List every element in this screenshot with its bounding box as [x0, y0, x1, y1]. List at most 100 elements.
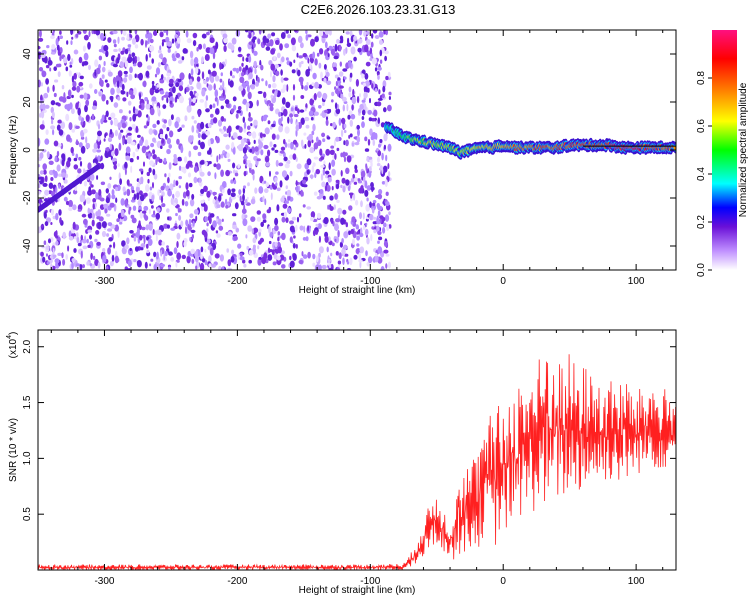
noise-blob: [117, 230, 120, 238]
noise-blob: [383, 107, 387, 113]
noise-blob: [284, 142, 288, 148]
noise-blob: [44, 175, 48, 183]
noise-blob: [335, 218, 341, 223]
noise-blob: [168, 144, 172, 149]
noise-blob: [361, 73, 365, 79]
noise-blob: [53, 140, 59, 147]
noise-blob: [285, 101, 291, 109]
noise-blob: [151, 213, 157, 218]
noise-blob: [238, 66, 242, 72]
noise-blob: [345, 222, 348, 228]
spectrogram-noise: [38, 30, 392, 270]
noise-blob: [97, 155, 101, 162]
noise-blob: [306, 206, 312, 210]
noise-blob: [196, 76, 201, 82]
noise-blob: [97, 261, 101, 269]
noise-blob: [56, 150, 60, 157]
noise-blob: [101, 66, 106, 73]
y-tick-label: 2.0: [22, 339, 33, 353]
noise-blob: [186, 105, 192, 113]
noise-blob: [94, 69, 97, 77]
noise-blob: [242, 259, 246, 264]
noise-blob: [107, 37, 112, 43]
noise-blob: [118, 172, 121, 181]
noise-blob: [83, 128, 88, 134]
noise-blob: [176, 241, 179, 248]
noise-blob: [176, 232, 181, 240]
noise-blob: [248, 249, 254, 256]
noise-blob: [377, 74, 380, 80]
noise-blob: [136, 155, 140, 160]
noise-blob: [132, 113, 137, 122]
noise-blob: [300, 139, 304, 148]
noise-blob: [281, 232, 286, 241]
noise-blob: [113, 48, 118, 53]
noise-blob: [372, 139, 376, 146]
noise-blob: [245, 234, 248, 239]
noise-blob: [283, 77, 289, 81]
colorbar-ticks: 0.00.20.40.60.8: [696, 71, 712, 277]
noise-blob: [78, 81, 84, 87]
noise-blob: [320, 71, 323, 80]
noise-blob: [86, 238, 89, 244]
noise-blob: [212, 103, 216, 108]
noise-blob: [387, 163, 390, 170]
noise-blob: [268, 206, 272, 213]
noise-blob: [268, 84, 272, 89]
noise-blob: [236, 109, 242, 114]
noise-blob: [93, 162, 97, 167]
noise-blob: [169, 100, 173, 105]
noise-blob: [274, 63, 279, 69]
noise-blob: [315, 229, 318, 235]
noise-blob: [239, 252, 243, 257]
noise-blob: [252, 244, 256, 249]
noise-blob: [219, 128, 222, 132]
noise-blob: [166, 72, 171, 77]
noise-blob: [224, 99, 230, 105]
noise-blob: [283, 211, 287, 218]
noise-blob: [313, 93, 317, 101]
noise-blob: [342, 96, 347, 102]
noise-blob: [42, 163, 47, 171]
noise-blob: [374, 35, 380, 39]
noise-blob: [273, 56, 276, 61]
noise-blob: [368, 117, 373, 122]
noise-blob: [127, 259, 132, 268]
snr-y-ticks: 0.51.01.52.0: [22, 339, 676, 521]
noise-blob: [192, 40, 197, 47]
noise-blob: [232, 132, 238, 139]
noise-blob: [285, 217, 289, 224]
noise-blob: [146, 236, 150, 241]
noise-blob: [38, 164, 41, 168]
noise-blob: [269, 170, 271, 177]
noise-blob: [289, 141, 294, 150]
noise-blob: [337, 207, 343, 215]
noise-blob: [376, 202, 381, 209]
noise-blob: [334, 153, 337, 160]
noise-blob: [351, 96, 357, 105]
noise-blob: [364, 228, 369, 236]
noise-blob: [46, 261, 50, 265]
noise-blob: [105, 50, 109, 58]
noise-blob: [310, 38, 315, 47]
noise-blob: [100, 181, 106, 186]
noise-blob: [90, 173, 95, 181]
noise-blob: [271, 249, 275, 256]
noise-blob: [307, 57, 310, 64]
noise-blob: [296, 52, 299, 58]
noise-blob: [310, 211, 316, 219]
noise-blob: [332, 121, 336, 129]
noise-blob: [379, 49, 383, 57]
noise-blob: [341, 117, 346, 124]
noise-blob: [73, 236, 77, 240]
noise-blob: [44, 221, 49, 227]
noise-blob: [298, 259, 304, 265]
noise-blob: [373, 109, 378, 117]
noise-blob: [119, 221, 123, 225]
noise-blob: [193, 120, 197, 124]
noise-blob: [166, 41, 172, 47]
noise-blob: [61, 252, 64, 259]
noise-blob: [258, 30, 262, 35]
noise-blob: [197, 110, 201, 118]
noise-blob: [260, 221, 265, 227]
